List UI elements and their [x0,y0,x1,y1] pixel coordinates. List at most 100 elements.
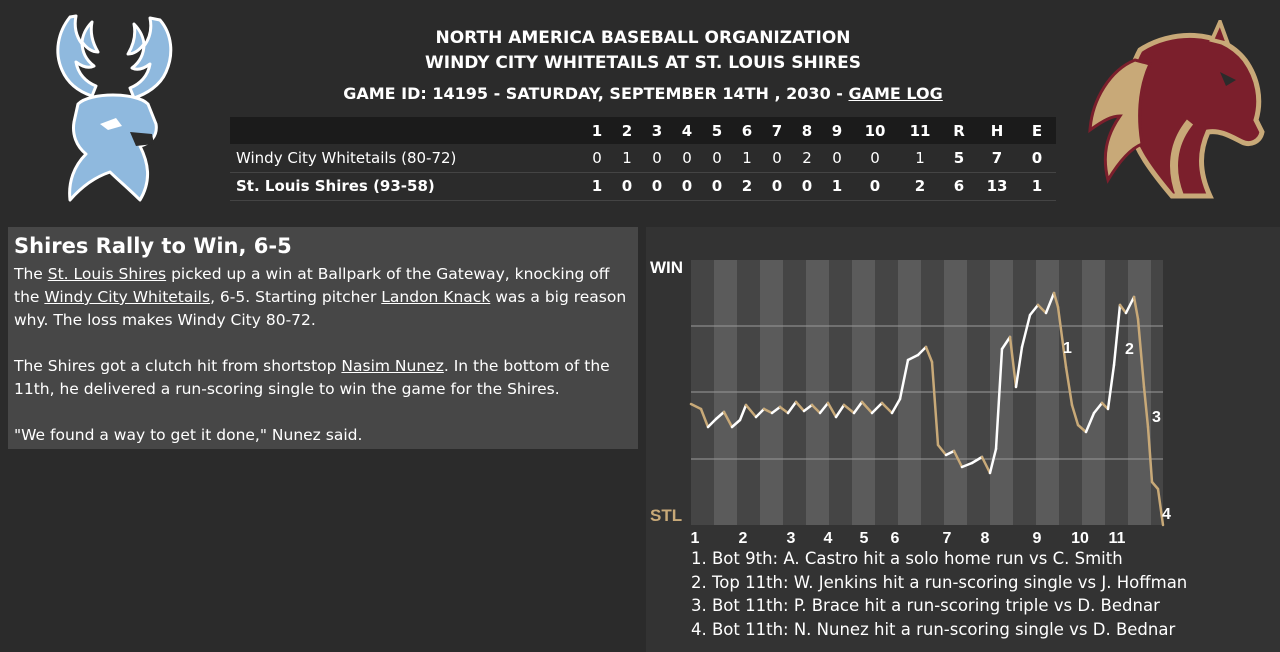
hits-total: 13 [976,172,1018,201]
event-marker: 4 [1162,506,1171,523]
key-play-note: 3. Bot 11th: P. Brace hit a run-scoring … [691,596,1160,615]
inning-score: 1 [732,144,762,173]
inning-header: 3 [642,117,672,144]
inning-tick-label: 7 [943,530,952,547]
win-probability-segment [1036,303,1048,315]
errors-total: 0 [1018,144,1056,173]
inning-header: 11 [898,117,942,144]
organization-title: NORTH AMERICA BASEBALL ORGANIZATION [435,28,851,48]
win-probability-segment [860,400,874,415]
runs-total: 6 [942,172,976,201]
linescore-header-row: 1 2 3 4 5 6 7 8 9 10 11 R H E [230,117,1056,144]
inning-tick-label: 1 [691,530,700,547]
win-probability-segment [699,407,710,429]
win-probability-segment [714,410,726,421]
inning-score: 0 [762,144,792,173]
recap-headline: Shires Rally to Win, 6-5 [14,234,292,258]
inning-score: 0 [822,144,852,173]
win-probability-segment [770,405,782,415]
inning-header: 6 [732,117,762,144]
win-probability-segment [960,461,974,469]
team-link-whitetails[interactable]: Windy City Whitetails [44,288,211,306]
runs-header: R [942,117,976,144]
team-name: St. Louis Shires (93-58) [230,172,582,201]
inning-score: 2 [898,172,942,201]
win-probability-segment [754,407,766,419]
win-probability-segment [916,345,928,357]
win-probability-segment [794,400,806,413]
event-marker: 1 [1063,340,1072,357]
win-probability-segment [880,401,894,415]
player-link-nunez[interactable]: Nasim Nunez [341,357,444,375]
inning-header: 4 [672,117,702,144]
event-marker: 3 [1152,409,1161,426]
win-probability-panel: WIN STL 1 2 3 4 1 2 3 4 5 6 7 8 9 10 11 … [646,227,1280,652]
inning-tick-label: 5 [860,530,869,547]
win-probability-segment [988,447,998,475]
matchup-title: WINDY CITY WHITETAILS AT ST. LOUIS SHIRE… [425,53,861,73]
player-link-knack[interactable]: Landon Knack [381,288,491,306]
win-probability-segment [1020,313,1032,349]
errors-total: 1 [1018,172,1056,201]
key-plays-list: 1. Bot 9th: A. Castro hit a solo home ru… [691,547,1187,641]
win-probability-segment [722,410,734,429]
win-probability-segment [852,400,864,415]
win-probability-segment [1044,291,1056,315]
team-name: Windy City Whitetails (80-72) [230,144,582,173]
win-probability-segment [1092,401,1104,415]
inning-header: 5 [702,117,732,144]
game-recap: Shires Rally to Win, 6-5 The St. Louis S… [8,227,638,449]
errors-header: E [1018,117,1056,144]
win-probability-segment [906,353,920,362]
key-play-note: 1. Bot 9th: A. Castro hit a solo home ru… [691,549,1123,568]
win-probability-segment [1056,305,1068,369]
win-probability-segment [738,403,748,422]
game-header: NORTH AMERICA BASEBALL ORGANIZATION WIND… [230,26,1056,104]
win-axis-label: WIN [650,258,683,277]
inning-score: 0 [582,144,612,173]
win-probability-segment [952,449,964,469]
recap-text: The [14,265,48,283]
win-probability-chart: WIN STL 1 2 3 4 1 2 3 4 5 6 7 8 9 10 11 [650,258,1171,547]
win-probability-segment [1156,487,1165,527]
win-probability-segment [890,397,902,415]
team-link-shires[interactable]: St. Louis Shires [47,265,167,283]
win-probability-segment [1084,411,1096,434]
win-probability-segment [994,347,1004,451]
win-probability-segment [1064,365,1074,407]
win-probability-segment [1142,385,1150,429]
key-play-note: 4. Bot 11th: N. Nunez hit a run-scoring … [691,619,1176,639]
inning-tick-label: 3 [787,530,796,547]
runs-total: 5 [942,144,976,173]
win-probability-segment [810,403,822,415]
inning-score: 0 [672,172,702,201]
inning-score: 0 [852,144,898,173]
win-probability-segment [1014,345,1024,389]
recap-text: picked up a win at Ballpark of the Gatew… [14,265,610,306]
win-probability-line [689,291,1165,527]
win-probability-segment [944,449,956,457]
inning-score: 0 [852,172,898,201]
win-probability-segment [1132,295,1140,321]
key-play-note: 2. Top 11th: W. Jenkins hit a run-scorin… [691,572,1188,592]
inning-score: 1 [898,144,942,173]
win-probability-segment [826,401,838,419]
win-probability-segment [786,400,798,415]
inning-score: 2 [792,144,822,173]
win-probability-segment [1112,303,1122,367]
game-log-link[interactable]: GAME LOG [848,84,943,103]
inning-axis: 1 2 3 4 5 6 7 8 9 10 11 [691,530,1126,547]
inning-score: 1 [582,172,612,201]
win-probability-segment [762,407,774,415]
inning-score: 1 [612,144,642,173]
win-probability-segment [898,358,910,401]
inning-header: 8 [792,117,822,144]
hits-total: 7 [976,144,1018,173]
team-column-header [230,117,582,144]
win-probability-segment [980,455,992,475]
inning-score: 0 [702,144,732,173]
event-marker: 2 [1125,341,1134,358]
win-probability-segment [802,403,814,413]
inning-header: 9 [822,117,852,144]
win-probability-segment [778,405,790,415]
